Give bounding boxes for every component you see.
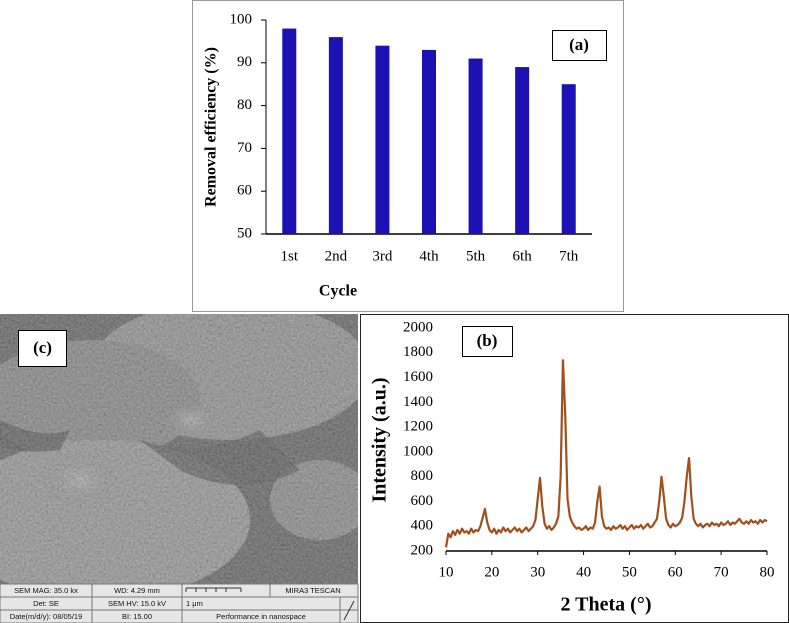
x-tick-label: 4th (419, 248, 439, 264)
y-tick-label: 60 (237, 183, 252, 199)
x-tick-label: 20 (484, 564, 499, 580)
bar (422, 49, 436, 235)
info-text: SEM HV: 15.0 kV (108, 599, 166, 608)
info-text: Det: SE (33, 599, 59, 608)
y-tick-label: 600 (411, 493, 434, 509)
bar (328, 37, 343, 235)
y-tick-label: 400 (411, 518, 434, 534)
x-tick-label: 2nd (325, 248, 348, 264)
annotation-box (462, 326, 513, 357)
x-tick-label: 50 (622, 564, 637, 580)
bar (468, 58, 483, 234)
info-text: WD: 4.29 mm (114, 586, 160, 595)
x-tick-label: 60 (668, 564, 683, 580)
y-axis-label: Intensity (a.u.) (369, 377, 391, 502)
x-tick-label: 6th (513, 248, 533, 264)
info-text: 1 μm (186, 599, 203, 608)
info-text: BI: 15.00 (122, 612, 152, 621)
info-text: SEM MAG: 35.0 kx (14, 586, 78, 595)
y-tick-label: 200 (411, 542, 434, 558)
x-tick-label: 80 (760, 564, 775, 580)
panel-frame (192, 0, 624, 312)
y-tick-label: 100 (230, 11, 253, 27)
data-line (444, 359, 768, 548)
bar (282, 28, 297, 235)
bar (561, 84, 576, 234)
bar (515, 67, 530, 234)
panel-label: (b) (477, 331, 498, 350)
y-tick-label: 1400 (403, 394, 433, 410)
x-tick-label: 5th (466, 248, 486, 264)
y-tick-label: 1600 (403, 369, 433, 385)
y-tick-label: 70 (237, 140, 252, 156)
panel-frame (360, 314, 789, 623)
y-tick-label: 1000 (403, 443, 433, 459)
x-axis-label: 2 Theta (°) (561, 594, 652, 616)
x-tick-label: 30 (530, 564, 545, 580)
sem-info-bar: SEM MAG: 35.0 kx WD: 4.29 mm MIRA3 TESCA… (0, 583, 359, 623)
panel-label: (a) (569, 35, 589, 54)
y-tick-label: 50 (237, 225, 252, 241)
annotation-box (18, 330, 67, 367)
y-tick-label: 2000 (403, 319, 433, 335)
info-text: Performance in nanospace (216, 612, 306, 621)
x-axis-label: Cycle (319, 283, 357, 300)
info-text: Date(m/d/y): 08/05/19 (10, 612, 83, 621)
y-tick-label: 90 (237, 54, 252, 70)
y-tick-label: 1800 (403, 344, 433, 360)
y-tick-label: 800 (411, 468, 434, 484)
bar (375, 45, 390, 235)
sem-image (0, 314, 358, 584)
x-tick-label: 10 (439, 564, 454, 580)
x-tick-label: 70 (714, 564, 729, 580)
x-tick-label: 1st (281, 248, 299, 264)
y-tick-label: 80 (237, 97, 252, 113)
info-text: MIRA3 TESCAN (285, 586, 340, 595)
y-tick-label: 1200 (403, 419, 433, 435)
x-tick-label: 3rd (372, 248, 392, 264)
panel-label: (c) (33, 338, 52, 357)
y-axis-label: Removal efficiency (%) (203, 47, 220, 207)
annotation-box (552, 30, 607, 61)
x-tick-label: 7th (559, 248, 579, 264)
x-tick-label: 40 (576, 564, 591, 580)
